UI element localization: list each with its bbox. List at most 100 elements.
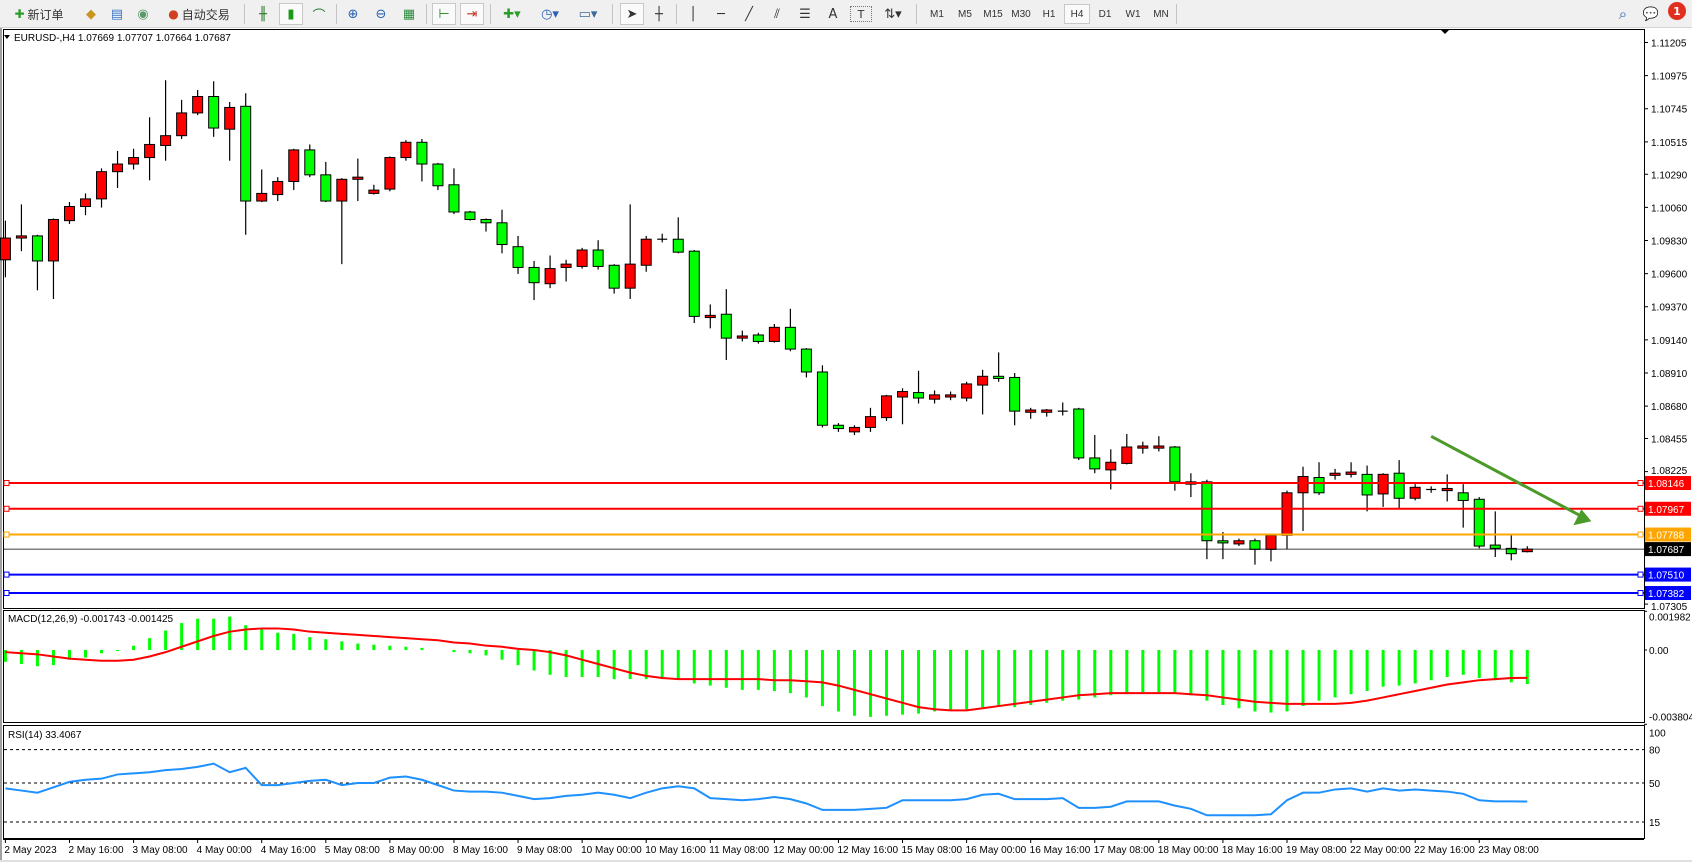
timeframe-w1[interactable]: W1	[1125, 8, 1141, 20]
line-chart-icon[interactable]: ⌒	[312, 8, 326, 24]
time-label: 4 May 00:00	[197, 845, 252, 856]
timeframe-h4[interactable]: H4	[1064, 4, 1090, 24]
history-center-icon[interactable]: ◆	[86, 6, 96, 22]
candle-bear	[448, 184, 460, 213]
templates-icon[interactable]: ▭▾	[578, 6, 598, 22]
candlestick-icon[interactable]: ▮	[279, 3, 303, 25]
time-label: 15 May 08:00	[902, 845, 963, 856]
time-label: 9 May 08:00	[517, 845, 572, 856]
chart-shift-marker	[1440, 29, 1450, 34]
price-label: 1.10060	[1651, 203, 1688, 214]
time-label: 12 May 16:00	[837, 845, 898, 856]
bar-chart-icon[interactable]: ╫	[259, 6, 267, 22]
arrows-icon[interactable]: ⇅▾	[884, 6, 902, 22]
zoom-in-icon[interactable]: ⊕	[347, 6, 359, 22]
candle-bull	[112, 163, 124, 173]
time-label: 10 May 00:00	[581, 845, 642, 856]
timeframe-m15[interactable]: M15	[983, 8, 1003, 20]
auto-trading-button[interactable]: ● 自动交易	[160, 3, 238, 25]
rsi-axis-label: 15	[1649, 818, 1661, 829]
new-chart-icon[interactable]: ✚▾	[503, 6, 521, 22]
timeframe-h1[interactable]: H1	[1042, 8, 1056, 20]
tile-windows-icon[interactable]: ▦	[402, 6, 416, 22]
candle-bear	[688, 250, 700, 317]
candle-bull	[80, 198, 91, 208]
new-order-button[interactable]: ✚ 新订单	[6, 3, 72, 25]
candle-bull	[881, 395, 892, 419]
candle-bull	[576, 249, 588, 267]
candle-bear	[1009, 376, 1021, 412]
candle-bull	[63, 206, 75, 222]
candle-bull	[128, 157, 140, 165]
auto-trading-label: 自动交易	[181, 7, 230, 22]
trendline-icon[interactable]: ╱	[745, 6, 753, 22]
candle-bull	[1137, 445, 1149, 449]
chart-window[interactable]: EURUSD-,H4 1.07669 1.07707 1.07664 1.076…	[0, 28, 1692, 862]
equidistant-channel-icon[interactable]: ⫽	[774, 6, 780, 22]
market-watch-icon[interactable]: ▤	[110, 6, 124, 22]
candle-bull	[961, 383, 973, 399]
notifications-icon[interactable]: 💬	[1642, 6, 1660, 22]
price-label: 1.11205	[1651, 39, 1687, 50]
candle-bull	[977, 375, 989, 386]
candle-bear	[512, 246, 524, 268]
crosshair-icon[interactable]: ┼	[655, 6, 663, 22]
periods-icon[interactable]: ◷▾	[541, 6, 559, 22]
candle-bull	[1233, 540, 1245, 545]
macd-signal-line	[5, 627, 1528, 712]
search-icon[interactable]: ⌕	[1618, 5, 1628, 23]
candle-bull	[848, 426, 860, 433]
time-label: 5 May 08:00	[325, 845, 380, 856]
candle-bear	[240, 105, 252, 202]
level-handle	[3, 571, 10, 578]
candle-bull	[1025, 409, 1037, 413]
candle-bear	[1473, 498, 1485, 547]
time-label: 16 May 00:00	[966, 845, 1027, 856]
candle-bear	[320, 174, 332, 202]
candle-bull	[192, 96, 204, 114]
text-label-icon[interactable]: T	[850, 6, 872, 22]
time-label: 18 May 16:00	[1222, 845, 1283, 856]
level-price-tag	[1645, 567, 1691, 582]
candle-bull	[1281, 492, 1293, 536]
candle-bear	[1201, 481, 1213, 542]
candle-bear	[1217, 540, 1229, 544]
cursor-icon[interactable]: ➤	[620, 3, 644, 25]
zoom-out-icon[interactable]: ⊖	[375, 6, 387, 22]
timeframe-m5[interactable]: M5	[958, 8, 972, 20]
timeframe-mn[interactable]: MN	[1153, 8, 1169, 20]
level-handle	[3, 480, 10, 486]
horizontal-line-icon[interactable]: ─	[717, 6, 725, 22]
chart-shift-icon[interactable]: ⊢	[432, 3, 456, 25]
candle-bull	[945, 394, 957, 398]
vertical-line-icon[interactable]: │	[689, 6, 697, 22]
time-label: 19 May 08:00	[1286, 845, 1347, 856]
fibonacci-icon[interactable]: ☰	[799, 6, 811, 22]
level-handle	[3, 531, 10, 538]
time-label: 4 May 16:00	[261, 845, 316, 856]
timeframe-d1[interactable]: D1	[1098, 8, 1112, 20]
candle-bear	[464, 211, 476, 220]
candle-bull	[1377, 473, 1389, 495]
candle-bull	[1041, 409, 1053, 413]
candle-bull	[897, 391, 909, 398]
rsi-line	[5, 762, 1528, 817]
autoscroll-icon[interactable]: ⇥	[460, 3, 484, 25]
candle-bull	[1345, 471, 1357, 475]
timeframe-m1[interactable]: M1	[930, 8, 944, 20]
signals-icon[interactable]: ◉	[137, 6, 149, 22]
candle-bear	[1169, 446, 1181, 483]
chart-header: EURUSD-,H4 1.07669 1.07707 1.07664 1.076…	[14, 33, 231, 44]
current-price-label: 1.07687	[1648, 545, 1685, 556]
candle-bull	[400, 141, 412, 159]
rsi-label: RSI(14) 33.4067	[8, 730, 82, 741]
price-label: 1.10745	[1651, 105, 1688, 116]
level-price-label: 1.07967	[1648, 505, 1685, 516]
candle-bear	[416, 141, 428, 165]
candle-bull	[1153, 445, 1165, 449]
notification-badge[interactable]: 1	[1668, 2, 1686, 20]
macd-label: MACD(12,26,9) -0.001743 -0.001425	[8, 614, 174, 625]
timeframe-m30[interactable]: M30	[1011, 8, 1031, 20]
text-icon[interactable]: A	[828, 6, 838, 22]
candle-bull	[176, 112, 188, 137]
